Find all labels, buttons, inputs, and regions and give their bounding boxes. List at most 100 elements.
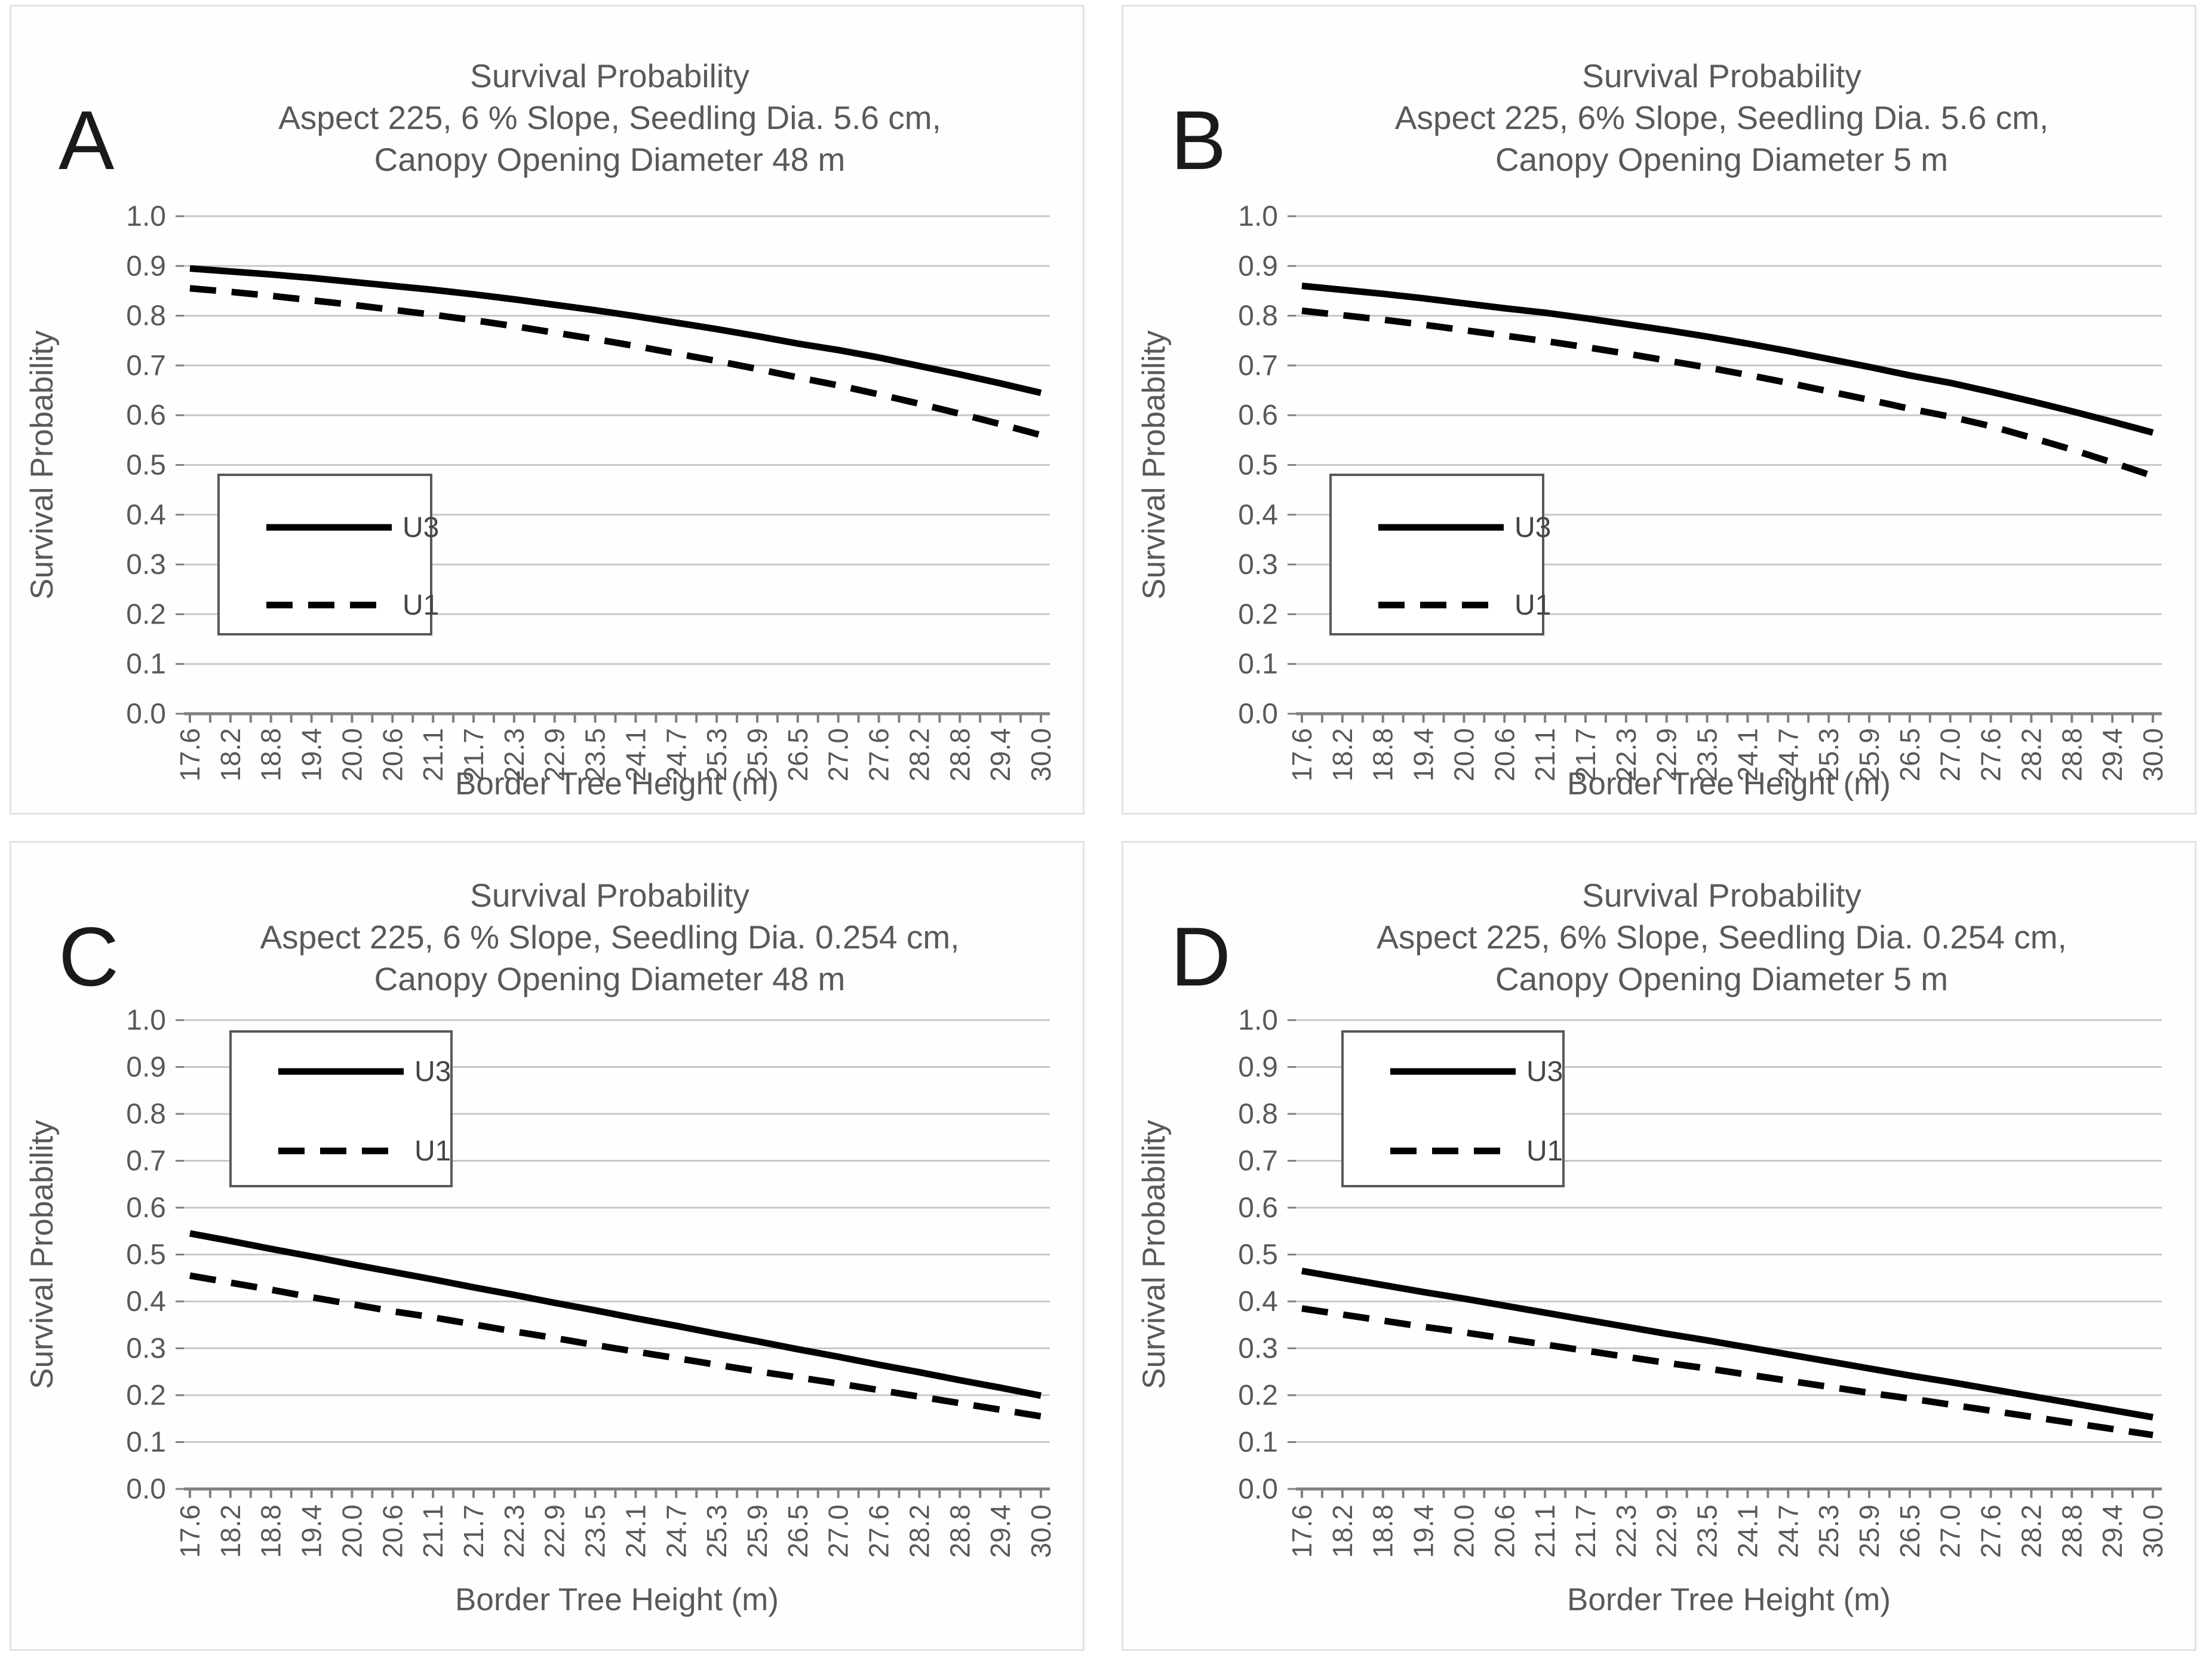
y-tick-label: 0.7 — [126, 350, 166, 382]
x-tick-label: 23.5 — [1692, 1504, 1723, 1558]
x-tick-label: 18.2 — [1327, 1504, 1358, 1558]
panel-frame — [1122, 5, 2196, 815]
y-axis-title: Survival Probability — [24, 330, 60, 600]
series-line-u1 — [1301, 307, 2154, 480]
x-tick-label: 29.4 — [2097, 728, 2128, 782]
legend-box — [229, 1030, 453, 1187]
x-tick-label: 28.8 — [2056, 1504, 2087, 1558]
y-tick-label: 0.6 — [126, 1192, 166, 1224]
x-tick-label: 20.0 — [336, 1504, 367, 1558]
y-axis-title: Survival Probability — [1136, 1120, 1172, 1389]
x-tick-label: 25.3 — [701, 728, 732, 782]
x-tick-label: 29.4 — [985, 1504, 1016, 1558]
x-tick-label: 18.2 — [215, 1504, 246, 1558]
x-tick-label: 17.6 — [1286, 728, 1317, 782]
legend-label: U3 — [403, 512, 439, 544]
x-tick-label: 21.1 — [417, 728, 448, 782]
y-tick-label: 0.9 — [1238, 250, 1278, 282]
survival-chart-c: Survival Probability Aspect 225, 6 % Slop… — [10, 841, 1085, 1651]
panel-a: Survival Probability Aspect 225, 6 % Slop… — [10, 5, 1085, 815]
y-tick-label: 0.3 — [1238, 549, 1278, 581]
panel-b: Survival Probability Aspect 225, 6% Slope… — [1122, 5, 2196, 815]
chart-title-line: Aspect 225, 6% Slope, Seedling Dia. 5.6 … — [1395, 99, 2049, 136]
panel-frame — [10, 841, 1085, 1651]
y-tick-label: 0.4 — [1238, 499, 1278, 531]
x-tick-label: 25.3 — [1813, 728, 1844, 782]
x-tick-label: 28.8 — [2056, 728, 2087, 782]
chart-title-line: Survival Probability — [470, 877, 749, 914]
x-tick-label: 27.0 — [1935, 1504, 1966, 1558]
x-axis-title: Border Tree Height (m) — [455, 1582, 779, 1617]
x-tick-label: 20.6 — [1489, 728, 1520, 782]
x-tick-label: 21.7 — [458, 1504, 489, 1558]
x-tick-label: 29.4 — [2097, 1504, 2128, 1558]
chart-title-line: Canopy Opening Diameter 48 m — [374, 141, 846, 178]
y-tick-label: 0.1 — [126, 649, 166, 680]
x-axis-title: Border Tree Height (m) — [455, 766, 779, 802]
y-tick-label: 0.6 — [126, 400, 166, 431]
y-tick-label: 0.8 — [126, 1098, 166, 1130]
x-tick-label: 20.0 — [1448, 1504, 1479, 1558]
y-tick-label: 0.8 — [126, 300, 166, 332]
x-tick-label: 24.7 — [660, 1504, 692, 1558]
y-tick-label: 1.0 — [126, 1005, 166, 1036]
x-tick-label: 22.3 — [1611, 1504, 1642, 1558]
x-tick-label: 19.4 — [296, 1504, 327, 1558]
x-tick-label: 28.2 — [2016, 1504, 2047, 1558]
y-tick-label: 0.9 — [126, 250, 166, 282]
y-tick-label: 0.3 — [126, 1333, 166, 1365]
x-tick-label: 17.6 — [1286, 1504, 1317, 1558]
x-axis-title: Border Tree Height (m) — [1567, 766, 1891, 802]
x-tick-label: 17.6 — [174, 1504, 205, 1558]
x-tick-label: 25.3 — [701, 1504, 732, 1558]
x-tick-label: 30.0 — [1025, 728, 1056, 782]
y-axis-title: Survival Probability — [24, 1120, 60, 1389]
x-tick-label: 24.7 — [1772, 1504, 1804, 1558]
x-tick-label: 19.4 — [1408, 1504, 1439, 1558]
x-tick-label: 19.4 — [1408, 728, 1439, 782]
x-tick-label: 22.9 — [1651, 1504, 1682, 1558]
x-axis-title: Border Tree Height (m) — [1567, 1582, 1891, 1617]
panel-letter: D — [1170, 910, 1231, 1003]
x-tick-label: 20.0 — [336, 728, 367, 782]
chart-title-line: Aspect 225, 6 % Slope, Seedling Dia. 0.2… — [260, 919, 960, 956]
x-tick-label: 21.7 — [458, 728, 489, 782]
x-tick-label: 25.9 — [742, 1504, 773, 1558]
x-tick-label: 27.0 — [823, 728, 854, 782]
x-tick-label: 18.2 — [1327, 728, 1358, 782]
x-tick-label: 23.5 — [580, 728, 611, 782]
y-tick-label: 0.7 — [1238, 350, 1278, 382]
legend-box — [1341, 1030, 1565, 1187]
x-tick-label: 27.6 — [1976, 1504, 2007, 1558]
legend-label: U1 — [1514, 589, 1551, 621]
x-tick-label: 24.1 — [1732, 728, 1763, 782]
y-tick-label: 0.8 — [1238, 300, 1278, 332]
y-tick-label: 1.0 — [1238, 201, 1278, 232]
x-tick-label: 19.4 — [296, 728, 327, 782]
panel-letter: C — [59, 910, 119, 1003]
y-tick-label: 0.3 — [126, 549, 166, 581]
legend-label: U1 — [403, 589, 439, 621]
y-tick-label: 0.5 — [1238, 450, 1278, 481]
y-tick-label: 1.0 — [126, 201, 166, 232]
y-tick-label: 0.8 — [1238, 1098, 1278, 1130]
x-tick-label: 21.1 — [417, 1504, 448, 1558]
panel-frame — [1122, 841, 2196, 1651]
y-tick-label: 0.1 — [126, 1427, 166, 1459]
y-tick-label: 0.0 — [1238, 698, 1278, 730]
x-tick-label: 24.1 — [620, 1504, 651, 1558]
x-tick-label: 30.0 — [2137, 728, 2168, 782]
y-tick-label: 0.5 — [126, 450, 166, 481]
x-tick-label: 22.3 — [1611, 728, 1642, 782]
series-line-u3 — [189, 265, 1042, 397]
chart-title-line: Canopy Opening Diameter 48 m — [374, 960, 846, 997]
legend-label: U3 — [414, 1056, 451, 1088]
x-tick-label: 26.5 — [782, 728, 813, 782]
x-tick-label: 18.2 — [215, 728, 246, 782]
chart-title-line: Canopy Opening Diameter 5 m — [1495, 960, 1948, 997]
y-tick-label: 0.2 — [1238, 1380, 1278, 1411]
x-tick-label: 27.6 — [864, 728, 895, 782]
y-tick-label: 1.0 — [1238, 1005, 1278, 1036]
x-tick-label: 26.5 — [1894, 1504, 1925, 1558]
y-tick-label: 0.6 — [1238, 400, 1278, 431]
